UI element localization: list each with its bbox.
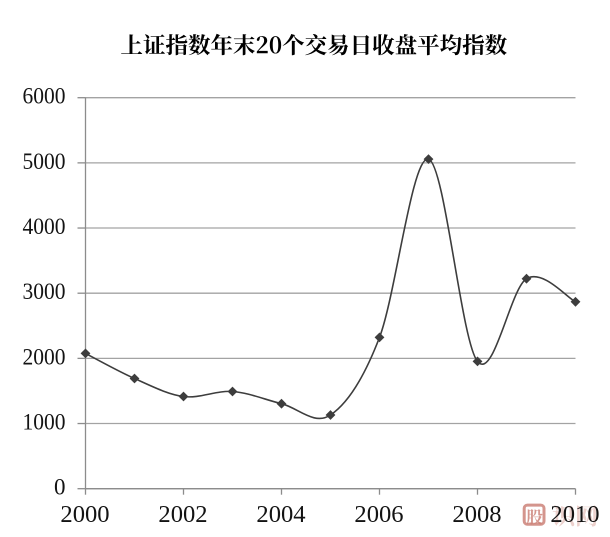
svg-text:1000: 1000 — [23, 410, 66, 435]
svg-text:2004: 2004 — [256, 501, 305, 528]
svg-text:0: 0 — [54, 475, 66, 500]
svg-text:3000: 3000 — [23, 279, 66, 304]
svg-text:6000: 6000 — [23, 84, 66, 109]
svg-text:4000: 4000 — [23, 214, 66, 239]
svg-text:2006: 2006 — [354, 501, 403, 528]
svg-text:2010: 2010 — [550, 501, 599, 528]
svg-text:5000: 5000 — [23, 149, 66, 174]
svg-text:2000: 2000 — [60, 501, 109, 528]
svg-text:2002: 2002 — [158, 501, 207, 528]
svg-text:2000: 2000 — [23, 344, 66, 369]
svg-text:2008: 2008 — [452, 501, 501, 528]
